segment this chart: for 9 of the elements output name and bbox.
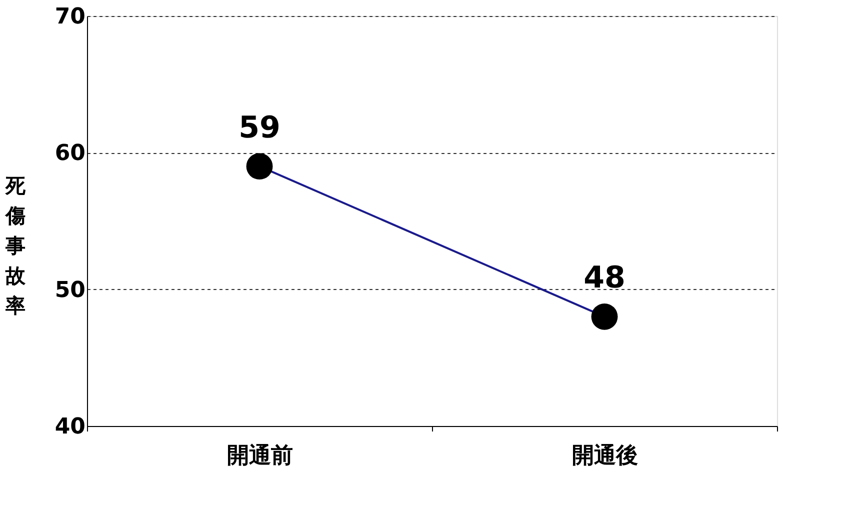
y-axis-title: 死傷事故率: [4, 174, 26, 318]
y-tick-label: 40: [54, 414, 86, 440]
y-tick-label: 70: [54, 4, 86, 30]
x-tick-label: 開通前: [227, 444, 293, 468]
data-label: 59: [238, 110, 280, 146]
y-tick-label: 50: [54, 278, 86, 303]
y-tick-label: 60: [54, 141, 86, 166]
x-tick-label: 開通後: [572, 444, 638, 468]
data-label: 48: [584, 260, 626, 296]
